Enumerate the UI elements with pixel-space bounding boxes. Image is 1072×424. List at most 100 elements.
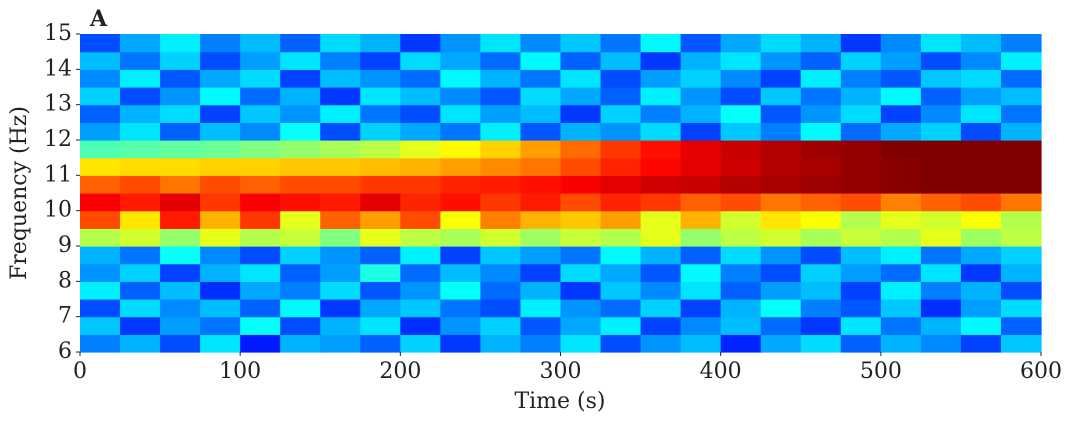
heatmap-cell — [120, 228, 161, 247]
heatmap-cell — [1000, 51, 1042, 70]
heatmap-cell — [480, 104, 522, 123]
heatmap-cell — [560, 193, 602, 212]
heatmap-cell — [800, 104, 842, 123]
heatmap-cell — [360, 51, 401, 70]
heatmap-cell — [920, 210, 962, 229]
heatmap-cell — [880, 157, 922, 176]
heatmap-cell — [400, 122, 441, 141]
heatmap-cell — [760, 334, 802, 353]
heatmap-cell — [160, 334, 201, 353]
heatmap-cell — [680, 228, 722, 247]
heatmap-cell — [80, 87, 121, 106]
heatmap-cell — [360, 157, 401, 176]
heatmap-cell — [800, 87, 842, 106]
panel-label: A — [89, 6, 108, 32]
heatmap-cell — [320, 316, 361, 335]
heatmap-cell — [120, 210, 161, 229]
heatmap-cell — [600, 87, 642, 106]
heatmap-cell — [400, 246, 441, 265]
heatmap-cell — [160, 122, 201, 141]
heatmap-cell — [120, 193, 161, 212]
heatmap-cell — [680, 299, 722, 318]
heatmap-cell — [880, 316, 922, 335]
heatmap-cell — [480, 51, 522, 70]
heatmap-cell — [360, 87, 401, 106]
heatmap-cell — [600, 193, 642, 212]
heatmap-cell — [720, 140, 762, 159]
heatmap-cell — [880, 175, 922, 194]
heatmap-cell — [120, 281, 161, 300]
heatmap-cell — [680, 175, 722, 194]
heatmap-cell — [80, 263, 121, 282]
heatmap-cell — [520, 316, 562, 335]
heatmap-cell — [160, 175, 201, 194]
heatmap-cell — [760, 281, 802, 300]
heatmap-cell — [200, 122, 241, 141]
heatmap-cell — [880, 263, 922, 282]
heatmap-cell — [160, 193, 201, 212]
heatmap-cell — [880, 140, 922, 159]
heatmap-cell — [840, 157, 882, 176]
heatmap-cell — [840, 69, 882, 88]
heatmap-cell — [320, 299, 361, 318]
heatmap-cell — [280, 263, 321, 282]
heatmap-cell — [480, 281, 522, 300]
heatmap-cell — [240, 316, 281, 335]
heatmap-cell — [760, 51, 802, 70]
heatmap-cell — [200, 175, 241, 194]
heatmap-cell — [640, 263, 682, 282]
heatmap-cell — [600, 334, 642, 353]
heatmap-cell — [120, 299, 161, 318]
heatmap-cell — [920, 246, 962, 265]
heatmap-cell — [1000, 228, 1042, 247]
heatmap-cell — [400, 210, 441, 229]
heatmap-cell — [200, 140, 241, 159]
heatmap-cell — [880, 51, 922, 70]
heatmap-cell — [560, 104, 602, 123]
heatmap-cell — [600, 263, 642, 282]
heatmap-cell — [1000, 157, 1042, 176]
heatmap-cell — [480, 157, 522, 176]
heatmap-cell — [760, 69, 802, 88]
heatmap-cell — [680, 334, 722, 353]
heatmap-cell — [240, 69, 281, 88]
heatmap-cell — [880, 193, 922, 212]
heatmap-cell — [160, 104, 201, 123]
heatmap-cell — [880, 34, 922, 53]
heatmap-cell — [560, 51, 602, 70]
heatmap-cell — [80, 210, 121, 229]
heatmap-cell — [560, 263, 602, 282]
heatmap-cell — [520, 140, 562, 159]
heatmap-cell — [920, 69, 962, 88]
heatmap-cell — [640, 228, 682, 247]
heatmap-cell — [520, 175, 562, 194]
heatmap-cell — [880, 228, 922, 247]
heatmap-cell — [920, 193, 962, 212]
heatmap-cell — [280, 175, 321, 194]
heatmap-cell — [400, 193, 441, 212]
heatmap-cell — [960, 140, 1002, 159]
heatmap-cell — [560, 334, 602, 353]
heatmap-cell — [720, 175, 762, 194]
heatmap-cell — [520, 51, 562, 70]
heatmap-cell — [800, 193, 842, 212]
heatmap-cell — [680, 51, 722, 70]
heatmap-cell — [160, 281, 201, 300]
y-tick-label: 7 — [58, 304, 72, 329]
heatmap-cell — [640, 175, 682, 194]
heatmap-cell — [680, 263, 722, 282]
heatmap-cell — [320, 104, 361, 123]
heatmap-cell — [320, 334, 361, 353]
heatmap-cell — [720, 210, 762, 229]
heatmap-cell — [80, 122, 121, 141]
heatmap-cell — [440, 69, 482, 88]
heatmap-cell — [280, 34, 321, 53]
heatmap-cell — [960, 104, 1002, 123]
heatmap-cell — [440, 34, 482, 53]
heatmap-cell — [200, 246, 241, 265]
heatmap-cell — [440, 87, 482, 106]
heatmap-cell — [640, 316, 682, 335]
heatmap-cell — [160, 51, 201, 70]
heatmap-cell — [1000, 122, 1042, 141]
heatmap-cell — [400, 140, 441, 159]
